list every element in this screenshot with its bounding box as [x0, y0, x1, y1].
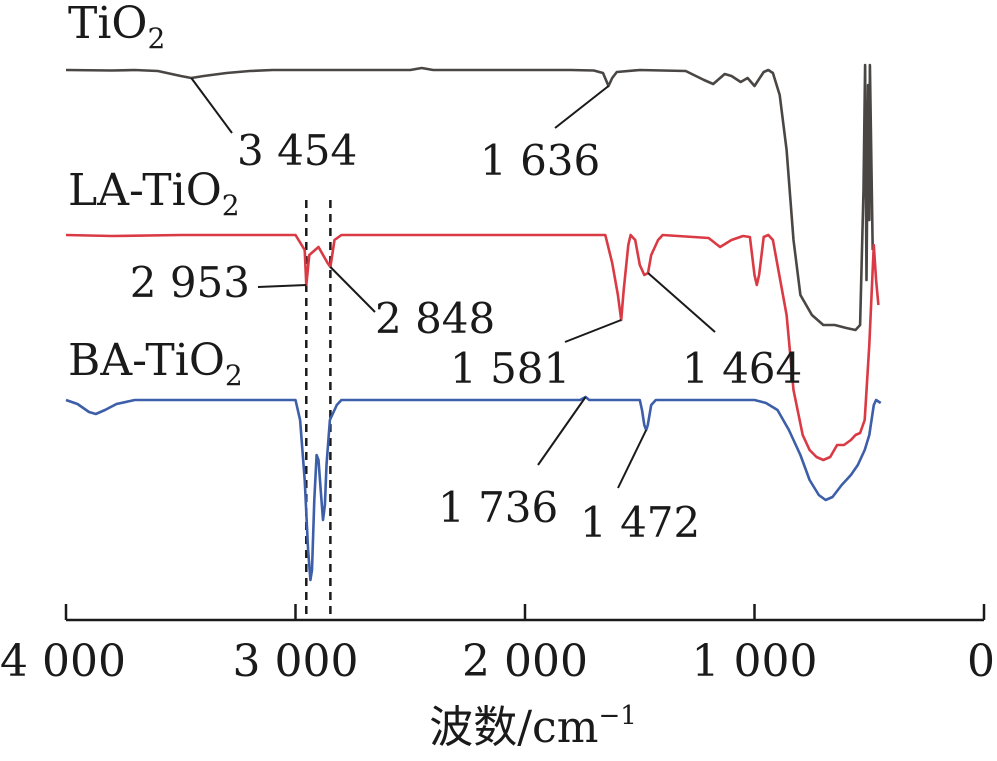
annotation-leader-3 [329, 266, 376, 313]
series-name-text-0: TiO [68, 0, 148, 49]
annotation-leader-4 [564, 319, 622, 343]
annotation-label-4: 1 581 [450, 344, 570, 393]
annotation-leader-6 [537, 396, 587, 466]
series-name-1: LA-TiO2 [68, 165, 240, 222]
annotation-label-3: 2 848 [375, 294, 495, 343]
x-ticks-group: 4 000 3 000 2 000 1 000 0 [0, 604, 995, 687]
x-tick-label-1: 3 000 [233, 636, 359, 687]
annotation-leader-0 [190, 77, 233, 134]
x-axis-label: 波数/cm−1 [429, 701, 637, 753]
annotation-leader-5 [647, 272, 716, 333]
annotation-label-7: 1 472 [580, 498, 700, 547]
x-axis-label-sup: −1 [598, 701, 636, 731]
annotation-leader-1 [554, 85, 610, 129]
series-name-sub-1: 2 [222, 189, 240, 222]
series-line-0 [65, 63, 874, 332]
annotation-leader-7 [617, 429, 648, 489]
series-name-sub-2: 2 [225, 359, 243, 392]
series-name-text-1: LA-TiO [68, 165, 222, 216]
annotation-label-2: 2 953 [130, 258, 250, 307]
x-tick-label-3: 1 000 [692, 636, 818, 687]
annotation-label-6: 1 736 [438, 483, 558, 532]
annotation-label-0: 3 454 [237, 126, 357, 175]
x-tick-label-0: 4 000 [0, 636, 126, 687]
series-name-text-2: BA-TiO [68, 335, 225, 386]
x-tick-label-2: 2 000 [462, 636, 588, 687]
series-name-sub-0: 2 [148, 22, 166, 55]
x-tick-label-4: 0 [967, 636, 995, 687]
series-line-2 [65, 395, 882, 582]
x-axis-label-text: 波数/cm [429, 702, 598, 753]
annotation-label-5: 1 464 [682, 344, 802, 393]
series-name-2: BA-TiO2 [68, 335, 243, 392]
annotation-leader-2 [257, 284, 307, 288]
annotation-label-1: 1 636 [480, 136, 600, 185]
series-name-0: TiO2 [68, 0, 165, 55]
